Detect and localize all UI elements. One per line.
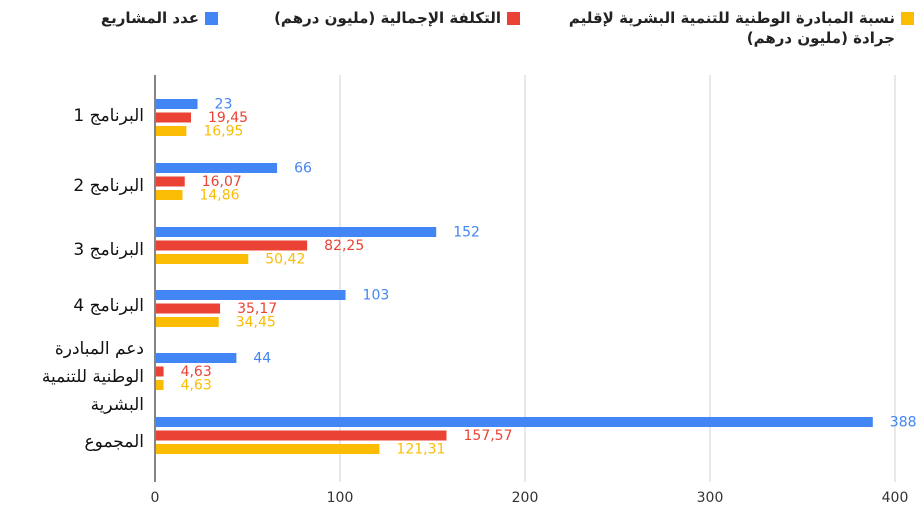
x-tick-label: 200 — [512, 490, 539, 506]
data-label-cost: 82,25 — [324, 238, 364, 254]
bar-share — [156, 254, 249, 264]
category-label-initiative-support: دعم المبادرة الوطنية للتنمية البشرية — [41, 339, 144, 415]
data-label-projects: 23 — [215, 97, 233, 113]
legend-swatch-projects — [205, 12, 218, 25]
legend-item-cost: التكلفة الإجمالية (مليون درهم) — [274, 8, 520, 28]
data-label-cost: 16,07 — [202, 174, 242, 190]
x-tick-label: 400 — [882, 490, 909, 506]
data-label-cost: 157,57 — [464, 428, 513, 444]
data-label-projects: 66 — [294, 161, 312, 177]
bar-share — [156, 444, 380, 454]
x-tick-label: 100 — [327, 490, 354, 506]
category-label-program-1: البرنامج 1 — [73, 106, 144, 126]
legend-label-share: نسبة المبادرة الوطنية للتنمية البشرية لإ… — [568, 9, 895, 47]
bar-share — [156, 126, 187, 136]
data-label-share: 121,31 — [396, 442, 445, 458]
bar-share — [156, 317, 219, 327]
data-label-share: 14,86 — [199, 188, 239, 204]
category-label-program-4: البرنامج 4 — [73, 296, 144, 316]
category-label-program-2: البرنامج 2 — [73, 176, 144, 196]
data-label-cost: 19,45 — [208, 110, 248, 126]
bar-cost — [156, 240, 308, 251]
data-label-projects: 152 — [453, 225, 480, 241]
legend-label-cost: التكلفة الإجمالية (مليون درهم) — [274, 9, 501, 27]
x-tick-label: 300 — [697, 490, 724, 506]
data-label-projects: 103 — [363, 288, 390, 304]
category-label-total: المجموع — [84, 432, 144, 452]
bar-projects — [156, 163, 278, 173]
data-label-share: 4,63 — [181, 378, 212, 394]
bar-cost — [156, 366, 164, 377]
x-tick-label: 0 — [151, 490, 160, 506]
legend-item-share: نسبة المبادرة الوطنية للتنمية البشرية لإ… — [544, 8, 914, 48]
data-label-share: 34,45 — [236, 315, 276, 331]
data-label-cost: 35,17 — [237, 301, 277, 317]
legend-label-projects: عدد المشاريع — [100, 9, 199, 27]
data-label-projects: 388 — [890, 415, 917, 431]
category-label-program-3: البرنامج 3 — [73, 240, 144, 260]
bar-projects — [156, 353, 237, 363]
bar-share — [156, 190, 183, 200]
bar-cost — [156, 112, 191, 123]
data-label-cost: 4,63 — [181, 364, 212, 380]
bar-projects — [156, 417, 873, 427]
bar-projects — [156, 227, 437, 237]
bar-cost — [156, 176, 185, 187]
bar-cost — [156, 430, 447, 441]
bar-share — [156, 380, 164, 390]
legend-item-projects: عدد المشاريع — [101, 8, 218, 28]
legend-swatch-share — [901, 12, 914, 25]
bar-cost — [156, 303, 221, 314]
bar-projects — [156, 290, 346, 300]
data-label-share: 16,95 — [203, 124, 243, 140]
legend-swatch-cost — [507, 12, 520, 25]
data-label-share: 50,42 — [265, 252, 305, 268]
bar-projects — [156, 99, 198, 109]
data-label-projects: 44 — [253, 351, 271, 367]
